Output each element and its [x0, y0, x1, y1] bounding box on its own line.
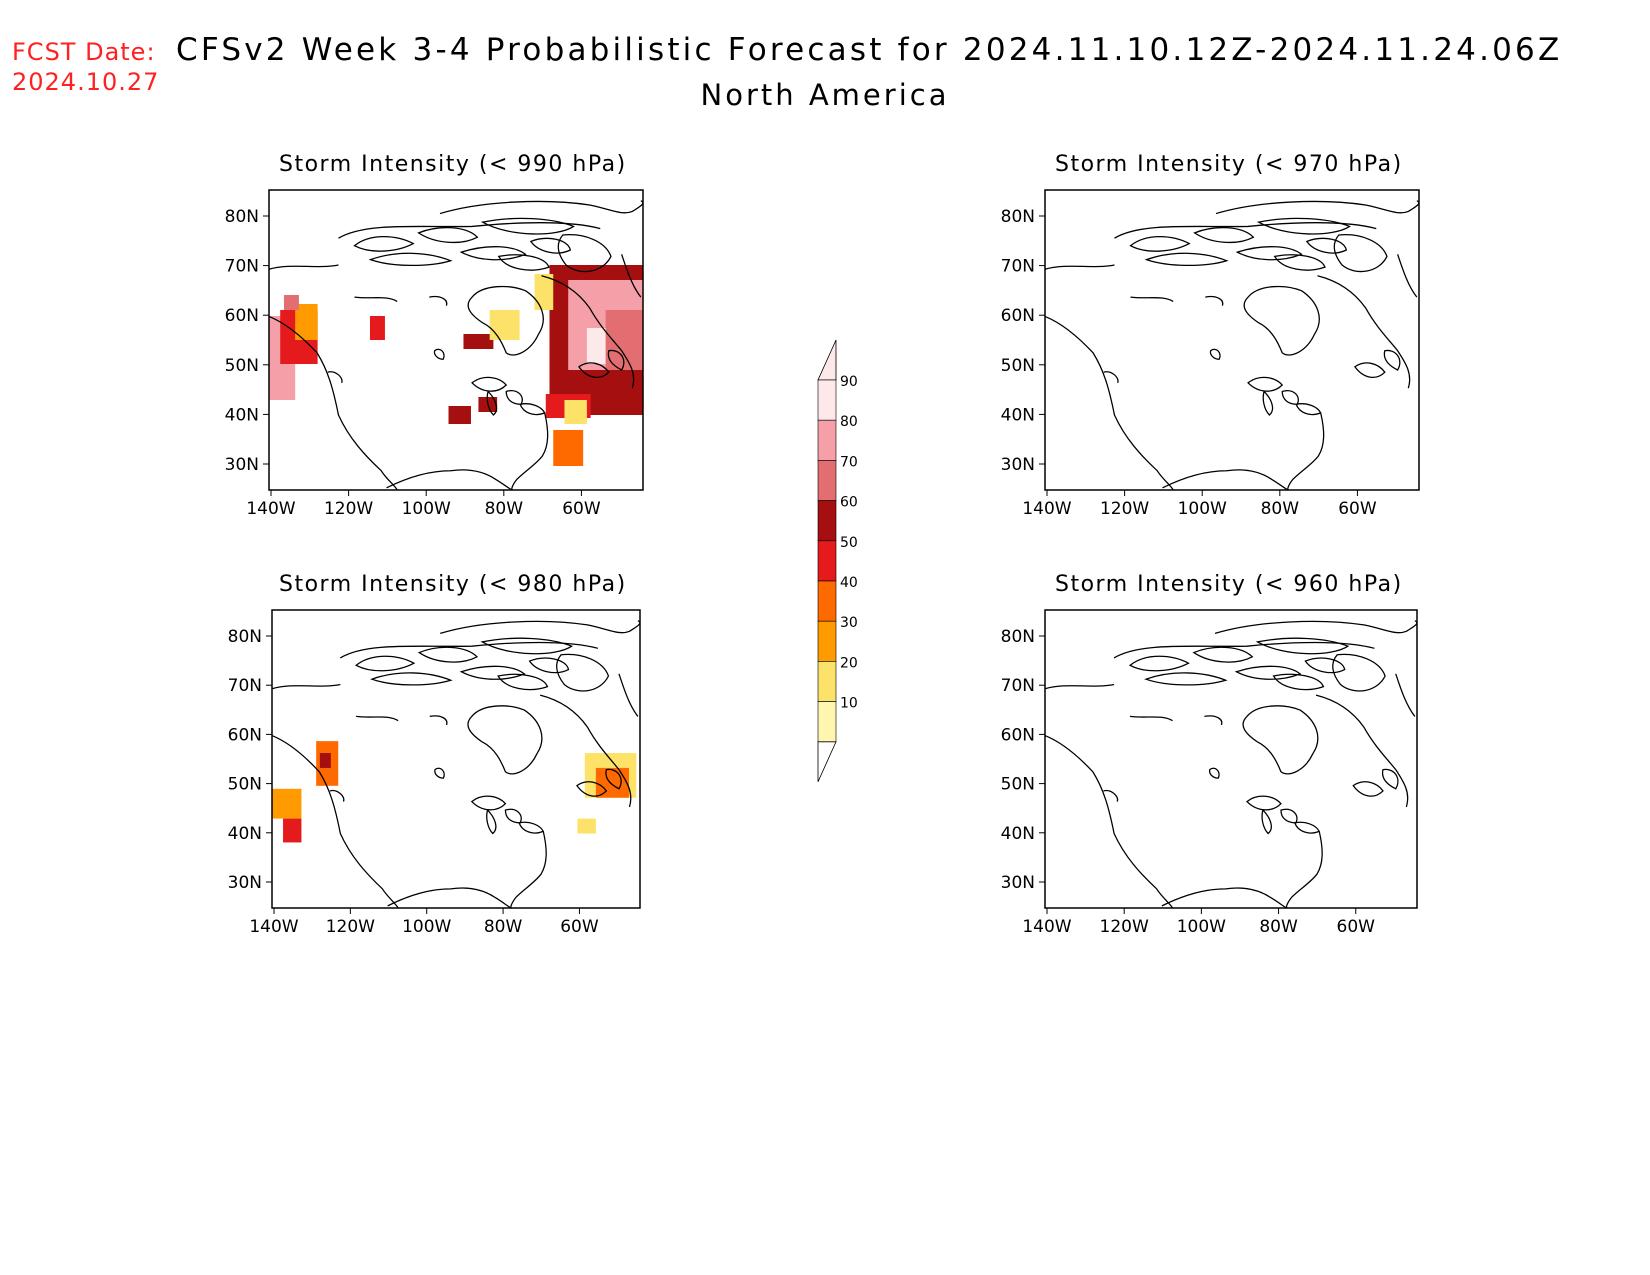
- colorbar-label: 10: [840, 696, 858, 712]
- lat-tick-label: 30N: [1001, 455, 1035, 475]
- colorbar-label: 90: [840, 374, 858, 390]
- lon-tick-label: 120W: [326, 917, 375, 937]
- lat-tick-label: 60N: [1001, 725, 1035, 745]
- map-frame: [1044, 189, 1420, 491]
- map-frame: [271, 609, 641, 909]
- lat-tick-label: 80N: [225, 207, 259, 227]
- probability-shade: [272, 788, 302, 819]
- lon-tick-label: 60W: [562, 499, 601, 519]
- lat-tick-label: 50N: [225, 356, 259, 376]
- probability-shade: [295, 304, 318, 340]
- colorbar-swatch: [817, 419, 837, 461]
- colorbar-swatch: [817, 500, 837, 542]
- colorbar-swatch: [817, 580, 837, 622]
- probability-shade: [534, 274, 554, 310]
- colorbar-bottom-arrow: [817, 741, 837, 782]
- probability-shade: [595, 767, 629, 798]
- page-subtitle: North America: [700, 78, 950, 112]
- lon-tick-label: 140W: [1022, 917, 1071, 937]
- lat-tick-label: 70N: [1001, 257, 1035, 277]
- probability-shade: [553, 430, 584, 466]
- lon-tick-label: 80W: [1259, 917, 1298, 937]
- lon-tick-label: 60W: [560, 917, 599, 937]
- lon-tick-label: 100W: [402, 917, 451, 937]
- panel-title-980: Storm Intensity (< 980 hPa): [279, 572, 627, 597]
- lon-tick-label: 140W: [1022, 499, 1071, 519]
- colorbar-label: 80: [840, 414, 858, 430]
- lat-tick-label: 40N: [1001, 824, 1035, 844]
- colorbar-swatch: [817, 701, 837, 743]
- lon-tick-label: 100W: [1177, 917, 1226, 937]
- colorbar-label: 40: [840, 575, 858, 591]
- colorbar-swatch: [817, 379, 837, 421]
- lon-tick-label: 80W: [1261, 499, 1300, 519]
- probability-shade: [489, 310, 520, 340]
- map-panel-960: 80N 70N 60N 50N 40N 30N 140W 120W 100W 80W 60W: [1001, 609, 1418, 937]
- map-panel-970: 80N 70N 60N 50N 40N 30N 140W 120W 100W 80W 60W: [1001, 189, 1420, 519]
- lon-tick-label: 60W: [1338, 499, 1377, 519]
- lat-tick-label: 50N: [1001, 356, 1035, 376]
- lon-tick-label: 140W: [246, 499, 295, 519]
- lon-tick-label: 60W: [1337, 917, 1376, 937]
- colorbar-swatch: [817, 540, 837, 582]
- lat-tick-label: 30N: [225, 455, 259, 475]
- lat-tick-label: 50N: [1001, 775, 1035, 795]
- lat-tick-label: 60N: [1001, 306, 1035, 326]
- lon-tick-label: 120W: [324, 499, 373, 519]
- colorbar-label: 20: [840, 655, 858, 671]
- lon-tick-label: 140W: [249, 917, 298, 937]
- lat-tick-label: 70N: [228, 676, 262, 696]
- probability-shade: [369, 316, 385, 340]
- colorbar-top-arrow: [817, 339, 837, 381]
- colorbar-label: 50: [840, 535, 858, 551]
- colorbar: 90 80 70 60 50 40 30 20 10: [817, 339, 858, 782]
- coastline: [1044, 620, 1418, 909]
- colorbar-swatch: [817, 661, 837, 702]
- probability-shade: [463, 334, 494, 349]
- lat-tick-label: 70N: [1001, 676, 1035, 696]
- coastline: [1044, 200, 1420, 491]
- page-title: CFSv2 Week 3-4 Probabilistic Forecast fo…: [176, 32, 1563, 68]
- lat-tick-label: 50N: [228, 775, 262, 795]
- lat-tick-label: 40N: [1001, 405, 1035, 425]
- probability-shade: [283, 818, 302, 843]
- lon-tick-label: 80W: [484, 917, 523, 937]
- panel-title-990: Storm Intensity (< 990 hPa): [279, 152, 627, 177]
- lat-tick-label: 80N: [1001, 207, 1035, 227]
- map-panel-990: 80N 70N 60N 50N 40N 30N 140W 120W 100W 80W 60W: [225, 189, 644, 519]
- probability-shade: [448, 406, 471, 424]
- panel-title-960: Storm Intensity (< 960 hPa): [1055, 572, 1403, 597]
- lat-tick-label: 30N: [228, 873, 262, 893]
- lat-tick-label: 80N: [1001, 627, 1035, 647]
- lat-tick-label: 30N: [1001, 873, 1035, 893]
- colorbar-label: 70: [840, 454, 858, 470]
- lat-tick-label: 70N: [225, 257, 259, 277]
- lon-tick-label: 80W: [485, 499, 524, 519]
- lat-tick-label: 60N: [225, 306, 259, 326]
- probability-shade: [577, 818, 596, 834]
- lat-tick-label: 80N: [228, 627, 262, 647]
- map-frame: [268, 189, 644, 491]
- probability-shade: [564, 400, 587, 424]
- colorbar-swatch: [817, 460, 837, 501]
- map-frame: [1044, 609, 1418, 909]
- colorbar-label: 60: [840, 495, 858, 511]
- lon-tick-label: 100W: [1178, 499, 1227, 519]
- lon-tick-label: 120W: [1100, 499, 1149, 519]
- map-panel-980: 80N 70N 60N 50N 40N 30N 140W 120W 100W 80W 60W: [228, 609, 641, 937]
- colorbar-swatch: [817, 620, 837, 662]
- probability-shade: [319, 753, 331, 768]
- lat-tick-label: 40N: [228, 824, 262, 844]
- lon-tick-label: 100W: [402, 499, 451, 519]
- probability-shade: [283, 295, 299, 310]
- fcst-date-label: FCST Date:: [12, 38, 156, 66]
- lat-tick-label: 40N: [225, 405, 259, 425]
- colorbar-label: 30: [840, 615, 858, 631]
- panel-title-970: Storm Intensity (< 970 hPa): [1055, 152, 1403, 177]
- lat-tick-label: 60N: [228, 725, 262, 745]
- lon-tick-label: 120W: [1100, 917, 1149, 937]
- fcst-date-value: 2024.10.27: [12, 68, 160, 96]
